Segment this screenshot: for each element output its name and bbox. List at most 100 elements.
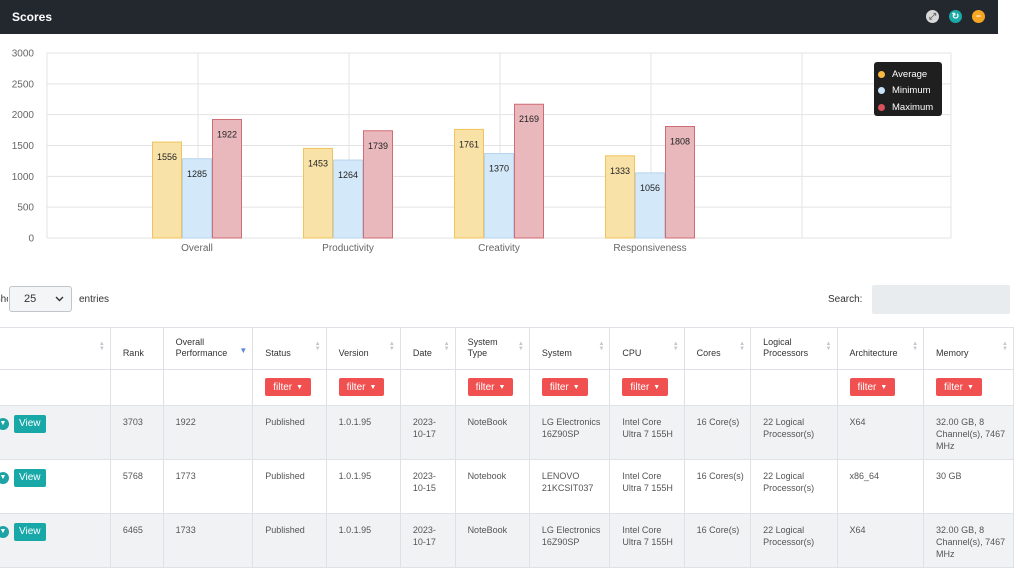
legend-item[interactable]: Minimum [878,83,942,100]
legend-label: Maximum [892,101,934,113]
column-header[interactable]: Status ▲ ▼ [252,327,327,370]
filter-button[interactable]: filter ▼ [265,378,312,396]
column-header[interactable]: CPU ▲ ▼ [609,327,685,370]
sort-icon: ▲ ▼ [1002,341,1008,353]
filter-button[interactable]: filter ▼ [338,378,385,396]
bar-average [152,141,182,239]
column-header[interactable]: Version ▲ ▼ [325,327,401,370]
row-actions-cell: ▼ View [0,405,111,460]
table-cell: X64 [836,513,925,568]
view-button[interactable]: View [14,469,46,487]
table-cell: 1.0.1.95 [325,513,401,568]
column-header[interactable]: Architecture ▲ ▼ [836,327,925,370]
legend-item[interactable]: Average [878,66,942,83]
entries-select[interactable]: 25 [9,286,72,312]
bar-average [605,155,635,239]
column-header[interactable]: ▲ ▼ [0,327,111,370]
bar-value-label: 1922 [217,129,237,139]
sort-icon: ▲ ▼ [825,341,832,353]
column-header[interactable]: Memory ▲ ▼ [923,327,1014,370]
search-label: Search: [828,294,863,305]
filter-button[interactable]: filter ▼ [541,378,588,396]
view-button[interactable]: View [14,523,46,541]
table-cell: 22 Logical Processor(s) [750,405,838,460]
sort-icon: ▲ ▼ [443,341,450,353]
filter-button-label: filter [630,381,650,393]
bar-value-label: 1264 [338,170,358,180]
table-cell: x86_64 [836,459,925,514]
sort-icon: ▲ ▼ [314,341,321,353]
length-menu: Show 25 entries [0,286,109,312]
filter-cell [162,369,254,406]
sort-icon: ▲ ▼ [598,341,605,353]
refresh-icon[interactable]: ↻ [949,10,962,23]
column-header-label: Date [412,348,432,359]
table-cell: X64 [836,405,925,460]
legend-item[interactable]: Maximum [878,99,942,116]
filter-button[interactable]: filter ▼ [467,378,514,396]
filter-button-label: filter [475,381,495,393]
table-cell: 6465 [109,513,164,568]
filter-button[interactable]: filter ▼ [936,378,982,396]
y-tick-label: 500 [17,203,34,214]
row-expand-icon[interactable]: ▼ [0,526,9,538]
column-header-label: System Type [467,336,498,359]
table-cell: Published [252,405,327,460]
filter-button-label: filter [346,381,366,393]
column-header-label: Overall Performance [175,336,228,359]
filter-cell [399,369,456,406]
collapse-icon[interactable]: − [972,10,985,23]
column-header[interactable]: Rank [109,327,164,370]
column-header[interactable]: System ▲ ▼ [528,327,611,370]
search-input[interactable] [872,285,1010,314]
bar-value-label: 1808 [670,137,690,147]
bar-value-label: 1370 [489,164,509,174]
table-cell: 1.0.1.95 [325,405,401,460]
filter-cell: filter ▼ [325,369,401,406]
table-cell: 22 Logical Processor(s) [750,459,838,514]
view-button[interactable]: View [14,415,46,433]
expand-icon[interactable]: ⤢ [926,10,939,23]
y-tick-label: 1000 [12,172,35,183]
table-cell: LENOVO 21KCSIT037 [528,459,611,514]
column-header[interactable]: Logical Processors ▲ ▼ [750,327,838,370]
filter-button[interactable]: filter ▼ [849,378,896,396]
filter-cell [109,369,164,406]
row-expand-icon[interactable]: ▼ [0,418,9,430]
y-tick-label: 3000 [12,49,35,60]
column-header[interactable]: System Type ▲ ▼ [454,327,530,370]
length-suffix: entries [79,293,110,305]
bar-maximum [363,130,393,239]
row-expand-icon[interactable]: ▼ [0,472,9,484]
legend-label: Average [892,68,928,80]
column-header[interactable]: Date ▲ ▼ [399,327,456,370]
table-cell: NoteBook [454,513,530,568]
column-header-label: Memory [936,348,969,359]
filter-cell [0,369,111,406]
column-header[interactable]: Overall Performance ▼ [162,327,254,370]
sort-icon: ▲ ▼ [672,341,679,353]
column-header-label: Architecture [849,348,898,359]
legend-swatch [878,103,885,111]
caret-down-icon: ▼ [966,383,974,391]
table-cell: 22 Logical Processor(s) [750,513,838,568]
column-header-label: Cores [696,348,721,359]
filter-cell: filter ▼ [836,369,925,406]
filter-cell [683,369,752,406]
caret-down-icon: ▼ [880,383,888,391]
bar-value-label: 1556 [157,152,177,162]
bar-maximum [665,126,695,239]
column-header[interactable]: Cores ▲ ▼ [683,327,752,370]
table-row: ▼ View 3703 1922 Published 1.0.1.95 2023-10-17… [0,405,1014,460]
row-actions-cell: ▼ View [0,513,111,568]
x-category-label: Productivity [322,243,374,254]
y-tick-label: 1500 [12,141,35,152]
filter-button[interactable]: filter ▼ [622,378,669,396]
caret-down-icon: ▼ [498,383,506,391]
filter-button-label: filter [857,381,877,393]
table-cell: 16 Cores(s) [683,459,752,514]
bar-maximum [212,118,242,239]
table-cell: 5768 [109,459,164,514]
bar-value-label: 1333 [610,166,630,176]
filter-cell [750,369,838,406]
